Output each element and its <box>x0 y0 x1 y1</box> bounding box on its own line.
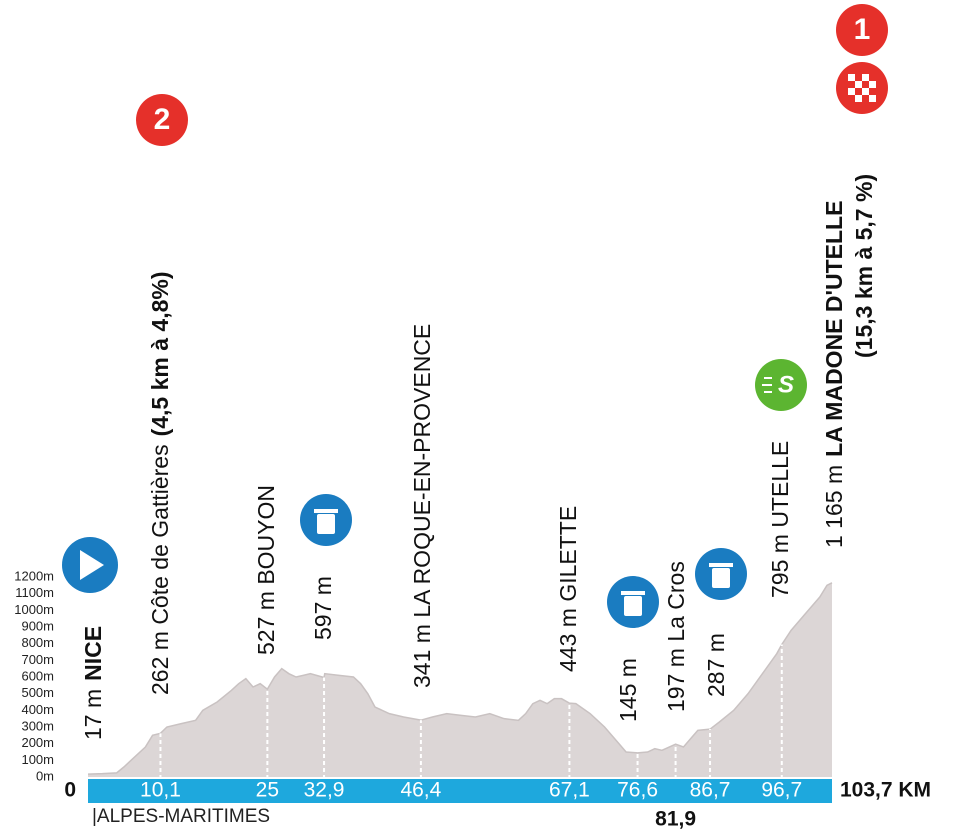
annotation-line2: (15,3 km à 5,7 %) <box>851 174 877 358</box>
elevation-line <box>87 582 833 775</box>
x-tick-label: 96,7 <box>761 779 802 802</box>
sprint-icon <box>755 359 807 411</box>
distance-bar <box>88 779 832 803</box>
annotation-text: 262 m Côte de Gattières <box>147 444 173 695</box>
x-tick-label: 81,9 <box>655 808 696 831</box>
x-tick-label: 0 <box>64 779 76 802</box>
annotation: 443 m GILETTE <box>555 506 581 672</box>
annotation-text: 443 m GILETTE <box>555 506 581 672</box>
climb-category: 1 <box>854 13 871 46</box>
y-tick-label: 400m <box>21 702 54 717</box>
annotation: 527 m BOUYON <box>253 485 279 655</box>
y-tick-label: 100m <box>21 752 54 767</box>
annotation: 145 m <box>615 658 641 722</box>
annotation-text: 145 m <box>615 658 641 722</box>
sprint-letter: S <box>778 371 794 398</box>
elevation-area <box>88 582 832 777</box>
y-tick-label: 600m <box>21 668 54 683</box>
annotation-text: 197 m La Cros <box>663 561 689 712</box>
annotation: 17 m NICE <box>80 626 106 740</box>
icons: 2 1 S <box>62 4 888 628</box>
annotation-text: 597 m <box>310 576 336 640</box>
finish-flag <box>848 74 876 102</box>
x-tick-label: 67,1 <box>549 779 590 802</box>
climb-icon <box>836 4 888 56</box>
x-tick-label: 76,6 <box>617 779 658 802</box>
sprint-lines <box>762 377 772 393</box>
climb-category: 2 <box>154 103 171 136</box>
y-tick-label: 1000m <box>14 602 54 617</box>
x-tick-label: 25 <box>256 779 279 802</box>
annotation-text: 527 m BOUYON <box>253 485 279 655</box>
x-tick-label: 86,7 <box>690 779 731 802</box>
x-tick-label: 10,1 <box>140 779 181 802</box>
annotation-bold: LA MADONE D'UTELLE <box>821 201 847 457</box>
annotation-text: 287 m <box>703 633 729 697</box>
annotation-text: 17 m <box>80 689 106 740</box>
annotation-bold: (4,5 km à 4,8%) <box>147 272 173 437</box>
annotation: 1 165 m LA MADONE D'UTELLE <box>821 201 847 548</box>
annotation: 795 m UTELLE <box>767 441 793 598</box>
annotation-text: 795 m UTELLE <box>767 441 793 598</box>
x-tick-label: 103,7 KM <box>840 779 931 802</box>
x-tick-label: 46,4 <box>400 779 441 802</box>
y-tick-label: 300m <box>21 718 54 733</box>
y-tick-label: 1200m <box>14 568 54 583</box>
y-tick-label: 0m <box>36 768 54 783</box>
y-tick-label: 900m <box>21 618 54 633</box>
annotation: 262 m Côte de Gattières (4,5 km à 4,8%) <box>147 272 173 696</box>
annotation: 287 m <box>703 633 729 697</box>
y-tick-label: 200m <box>21 735 54 750</box>
climb-icon <box>136 94 188 146</box>
start-arrow <box>80 550 104 580</box>
annotation: 197 m La Cros <box>663 561 689 712</box>
y-tick-label: 700m <box>21 652 54 667</box>
y-tick-label: 800m <box>21 635 54 650</box>
annotation: 597 m <box>310 576 336 640</box>
annotation-text: 1 165 m <box>821 465 847 548</box>
annotation-bold: NICE <box>80 626 106 681</box>
y-tick-label: 1100m <box>15 585 54 600</box>
annotation: 341 m LA ROQUE-EN-PROVENCE <box>409 324 435 688</box>
x-tick-label: 32,9 <box>304 779 345 802</box>
region-label: |ALPES-MARITIMES <box>92 806 270 827</box>
feed-icons <box>300 494 747 628</box>
annotation-text: 341 m LA ROQUE-EN-PROVENCE <box>409 324 435 688</box>
y-tick-label: 500m <box>21 685 54 700</box>
